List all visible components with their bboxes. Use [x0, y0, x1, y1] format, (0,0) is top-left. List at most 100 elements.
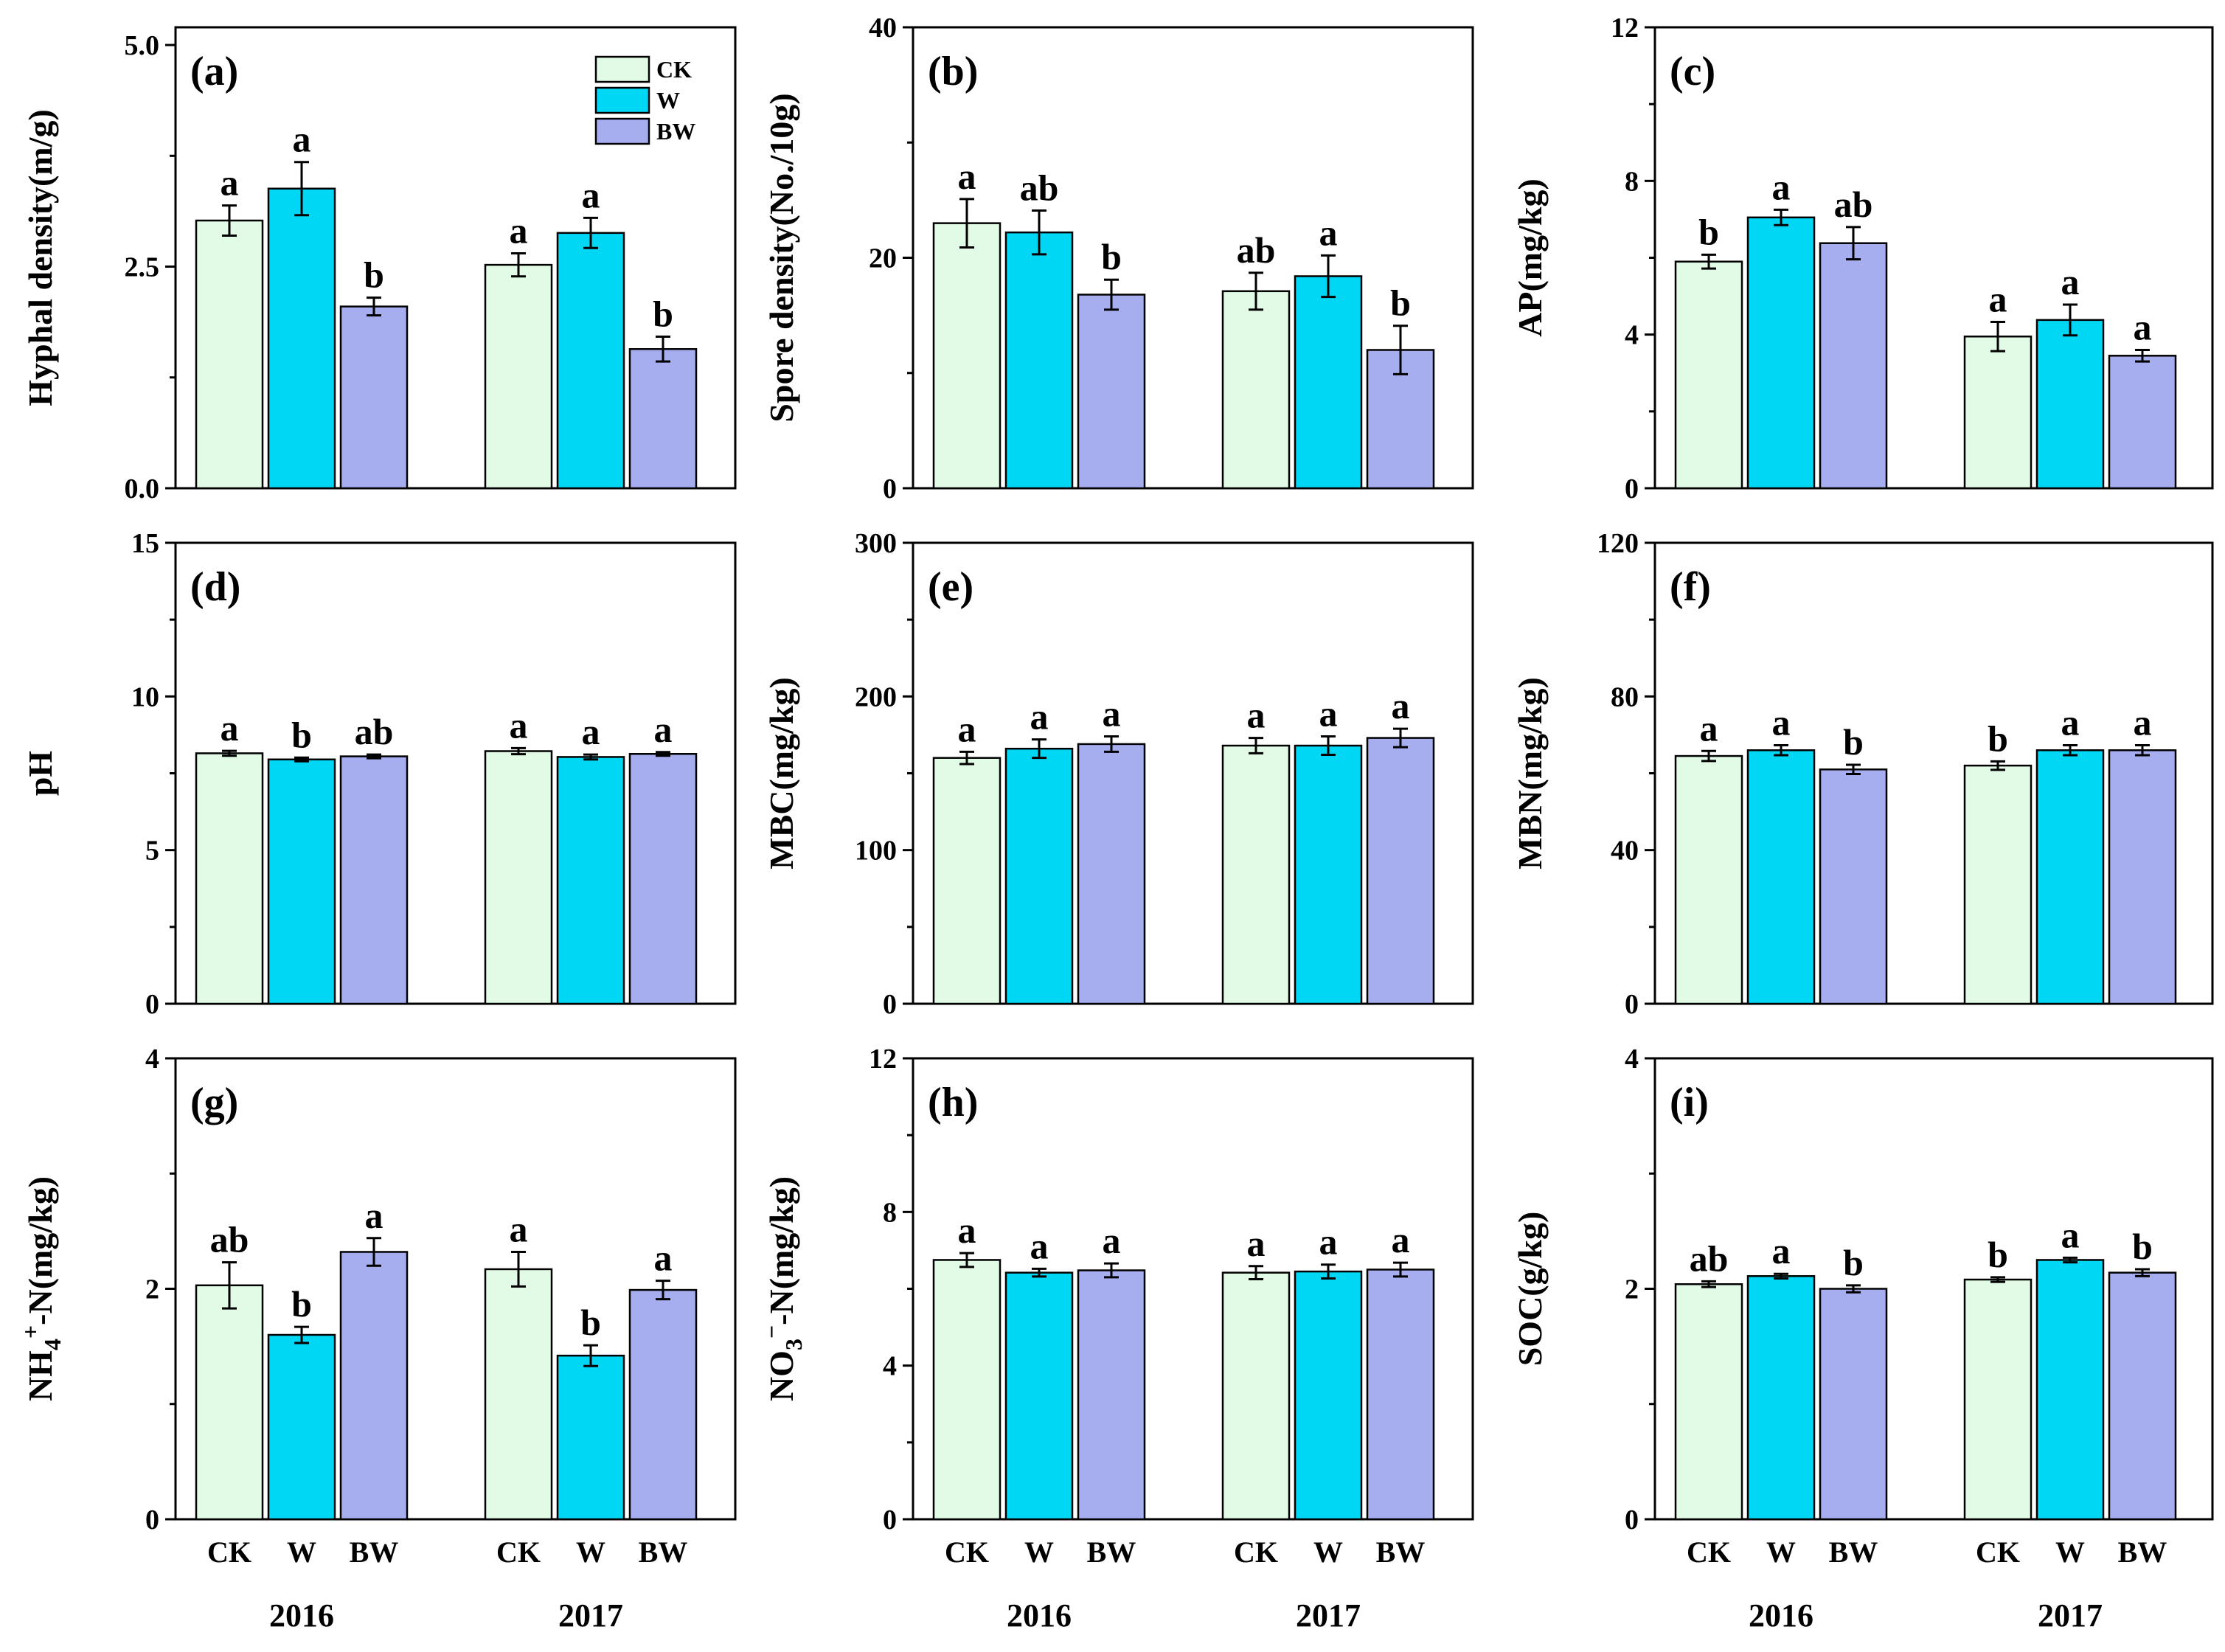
significance-letter: b: [2132, 1226, 2153, 1267]
significance-letter: a: [1700, 707, 1718, 749]
significance-letter: a: [2134, 701, 2152, 743]
bar-CK-2017: [1221, 1271, 1291, 1521]
significance-letter: b: [1988, 1234, 2008, 1275]
x-tick-label: BW: [639, 1535, 688, 1569]
significance-letter: b: [1390, 282, 1411, 324]
bar-CK-2016: [195, 1284, 264, 1521]
significance-letter: b: [1101, 236, 1122, 277]
significance-letter: a: [1319, 693, 1338, 735]
significance-letter: a: [510, 1209, 528, 1250]
superscript: +: [17, 1325, 44, 1339]
bar-W-2016: [1746, 216, 1816, 490]
y-tick-label: 2.5: [125, 252, 160, 283]
year-label: 2017: [1296, 1597, 1361, 1634]
significance-letter: ab: [1020, 167, 1059, 208]
significance-letter: a: [2061, 261, 2080, 302]
significance-letter: a: [510, 209, 528, 251]
bar-BW-2017: [2108, 1271, 2177, 1521]
legend-swatch-W: [594, 86, 650, 114]
y-tick-label: 0: [1625, 1504, 1639, 1535]
year-label: 2017: [558, 1597, 623, 1634]
y-axis-label: Spore density(No./10g): [763, 93, 800, 422]
year-label: 2016: [1007, 1597, 1072, 1634]
y-tick-label: 300: [855, 528, 897, 559]
bar-W-2016: [267, 187, 336, 490]
bar-BW-2016: [1819, 768, 1888, 1005]
significance-letter: a: [654, 709, 673, 750]
significance-letter: a: [1103, 1220, 1121, 1261]
legend-swatch-BW: [594, 117, 650, 145]
y-axis-label: Hyphal density(m/g): [21, 109, 59, 406]
significance-letter: b: [364, 254, 384, 296]
significance-letter: b: [291, 714, 312, 755]
x-tick-label: W: [576, 1535, 605, 1569]
bar-BW-2017: [2108, 355, 2177, 490]
legend-swatch-CK: [594, 55, 650, 83]
x-tick-label: W: [1024, 1535, 1054, 1569]
x-tick-label: CK: [945, 1535, 989, 1569]
bar-W-2016: [267, 1333, 336, 1521]
y-tick-label: 0: [883, 473, 897, 504]
panel-letter: (e): [928, 564, 973, 610]
y-tick-label: 4: [1625, 320, 1639, 351]
significance-letter: a: [2061, 1214, 2080, 1255]
y-axis-label: NH4+-N(mg/kg): [17, 1176, 66, 1401]
y-tick-label: 4: [883, 1351, 897, 1382]
significance-letter: a: [654, 1238, 673, 1279]
x-tick-label: W: [287, 1535, 316, 1569]
bar-BW-2016: [1077, 743, 1146, 1005]
y-tick-label: 100: [855, 836, 897, 867]
significance-letter: a: [1989, 278, 2007, 319]
bar-BW-2017: [628, 753, 698, 1005]
bar-W-2016: [1746, 749, 1816, 1005]
x-tick-label: CK: [1976, 1535, 2020, 1569]
significance-letter: b: [1843, 721, 1864, 763]
x-tick-label: CK: [1687, 1535, 1731, 1569]
panel-letter: (g): [190, 1080, 238, 1125]
bar-CK-2017: [484, 750, 553, 1005]
x-tick-label: W: [2055, 1535, 2085, 1569]
bar-CK-2017: [1963, 1278, 2033, 1521]
significance-letter: a: [2061, 701, 2080, 743]
y-tick-label: 20: [869, 243, 897, 274]
y-tick-label: 0.0: [125, 473, 160, 504]
significance-letter: a: [1319, 1221, 1338, 1263]
significance-letter: a: [958, 156, 976, 197]
bar-CK-2016: [932, 757, 1002, 1005]
y-tick-label: 8: [1625, 166, 1639, 197]
significance-letter: b: [1843, 1242, 1864, 1283]
bar-W-2017: [556, 1354, 625, 1521]
bar-BW-2017: [2108, 749, 2177, 1005]
y-axis-label: AP(mg/kg): [1511, 178, 1549, 337]
bar-BW-2017: [628, 348, 698, 490]
panel-letter: (i): [1670, 1080, 1709, 1125]
bar-BW-2016: [1819, 1288, 1888, 1521]
significance-letter: a: [582, 174, 600, 215]
significance-letter: a: [1247, 1223, 1266, 1264]
significance-letter: ab: [1834, 184, 1873, 225]
bar-BW-2016: [1077, 1269, 1146, 1521]
y-tick-label: 4: [1625, 1044, 1639, 1075]
bar-W-2017: [1294, 744, 1363, 1005]
significance-letter: a: [1319, 212, 1338, 253]
bar-BW-2016: [339, 305, 409, 490]
bar-CK-2017: [1963, 764, 2033, 1005]
y-axis-label: pH: [21, 751, 59, 796]
y-tick-label: 120: [1597, 528, 1639, 559]
y-tick-label: 5: [145, 836, 159, 867]
legend-label-W: W: [656, 87, 680, 114]
significance-letter: b: [1988, 718, 2008, 759]
significance-letter: a: [293, 119, 311, 160]
y-axis-label: MBN(mg/kg): [1511, 677, 1549, 870]
bar-W-2017: [1294, 1270, 1363, 1521]
x-tick-label: BW: [1376, 1535, 1426, 1569]
bar-W-2017: [2035, 749, 2105, 1005]
x-tick-label: BW: [2118, 1535, 2167, 1569]
bar-W-2016: [267, 758, 336, 1005]
bar-W-2016: [1746, 1275, 1816, 1521]
x-tick-label: W: [1313, 1535, 1343, 1569]
y-tick-label: 2: [1625, 1274, 1639, 1305]
y-tick-label: 0: [145, 989, 159, 1020]
